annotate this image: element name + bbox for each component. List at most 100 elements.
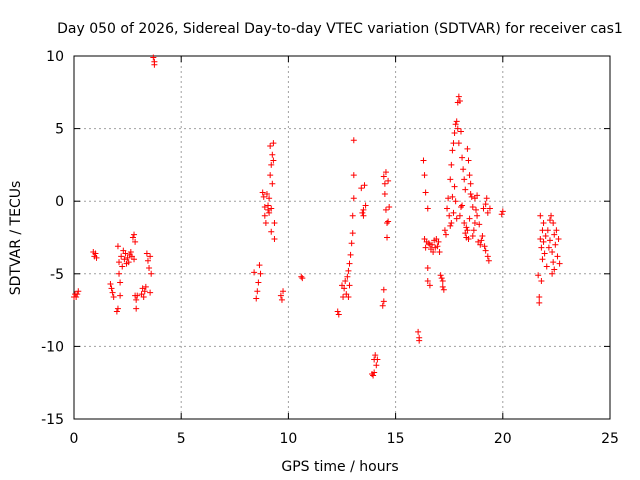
data-point [444,205,451,212]
x-tick-label: 15 [387,431,405,447]
data-point [382,206,389,213]
data-point [456,212,463,219]
data-point [132,238,139,245]
data-point [141,288,148,295]
data-point [380,173,387,180]
data-point [270,157,277,164]
data-point [358,185,365,192]
data-point [370,372,377,379]
data-point [461,176,468,183]
data-point [148,270,155,277]
data-point [372,352,379,359]
data-point [440,286,447,293]
plot-frame [73,55,611,420]
data-point [384,234,391,241]
data-point [465,157,472,164]
data-point [360,212,367,219]
data-point [277,292,284,299]
data-point [539,256,546,263]
data-point [498,211,505,218]
data-point [549,249,556,256]
data-point [350,137,357,144]
data-point [456,98,463,105]
data-point [470,227,477,234]
data-point [380,286,387,293]
data-point [129,234,136,241]
data-point [445,195,452,202]
data-point [257,270,264,277]
data-point [543,263,550,270]
data-point [424,205,431,212]
data-point [114,305,121,312]
data-point [556,260,563,267]
data-point [350,172,357,179]
data-point [550,259,557,266]
data-point [421,172,428,179]
data-point [384,219,391,226]
data-point [334,308,341,315]
data-point [144,257,151,264]
data-point [441,227,448,234]
data-point [113,308,120,315]
chart-title: Day 050 of 2026, Sidereal Day-to-day VTE… [57,21,623,37]
data-point [551,231,558,238]
data-point [430,249,437,256]
data-point [462,186,469,193]
data-point [347,251,354,258]
data-point [448,161,455,168]
data-point [346,260,353,267]
data-point [545,244,552,251]
data-point [484,209,491,216]
y-tick-label: 10 [46,49,64,65]
data-point [451,129,458,136]
data-point [269,180,276,187]
data-point [140,294,147,301]
data-point [484,253,491,260]
data-point [486,205,493,212]
data-point [469,204,476,211]
data-point [536,299,543,306]
data-point [467,190,474,197]
x-tick-label: 25 [601,431,619,447]
data-point [349,230,356,237]
data-point [271,219,278,226]
data-point [482,201,489,208]
data-point [499,208,506,215]
data-point [446,212,453,219]
data-point [108,285,115,292]
data-point [552,241,559,248]
data-point [267,172,274,179]
data-point [371,369,378,376]
data-point [271,235,278,242]
data-point [449,147,456,154]
data-point [461,219,468,226]
data-point [74,291,81,298]
data-point [345,267,352,274]
data-point [422,189,429,196]
data-point [147,289,154,296]
data-point [474,212,481,219]
data-point [270,140,277,147]
data-point [537,235,544,242]
data-point [474,192,481,199]
data-point [540,219,547,226]
data-point [541,250,548,257]
data-point [280,288,287,295]
data-point [466,172,473,179]
data-point [110,294,117,301]
data-point [121,256,128,263]
y-tick-label: 0 [55,194,64,210]
data-point [268,228,275,235]
data-point [262,219,269,226]
data-point [254,288,261,295]
data-point [442,231,449,238]
data-point [151,61,158,68]
data-point [341,285,348,292]
data-point [471,219,478,226]
data-point [259,189,266,196]
data-point [253,295,260,302]
data-point [454,125,461,132]
data-point [437,272,444,279]
y-tick-label: -10 [41,339,64,355]
